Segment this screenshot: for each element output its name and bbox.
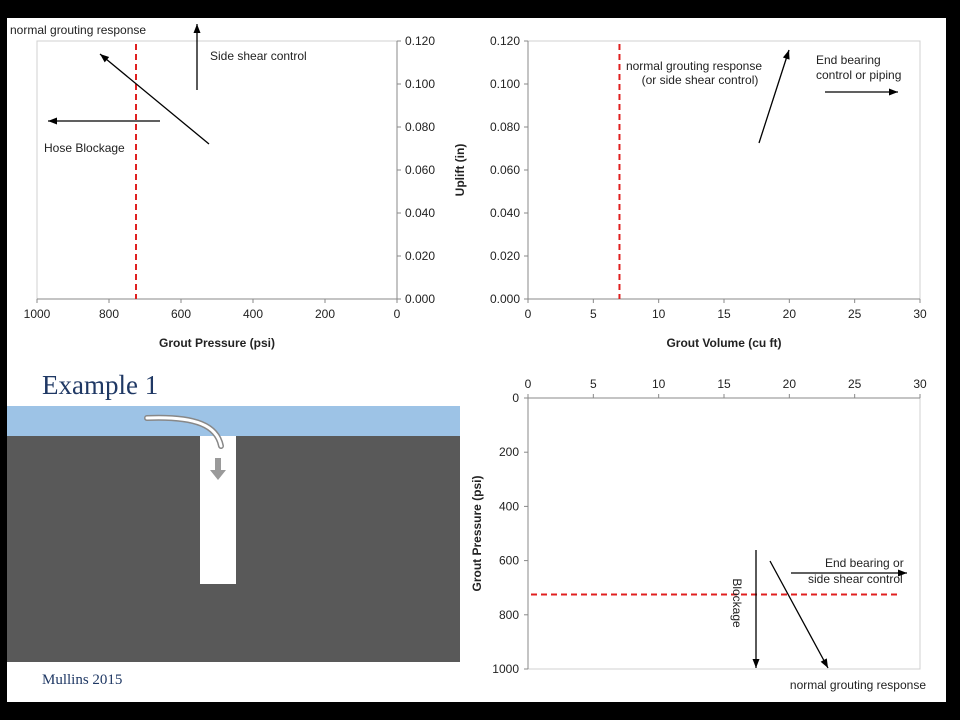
chart2-y-tick-label: 0.100	[490, 77, 520, 91]
chart1-annotation-normal: normal grouting response	[10, 23, 146, 37]
chart1-y-tick-label: 0.120	[405, 34, 435, 48]
chart2-arrow-up-head	[782, 50, 790, 60]
chart2-arrow-up	[758, 49, 790, 144]
chart2-y-tick-label: 0.060	[490, 163, 520, 177]
chart2-x-axis-title: Grout Volume (cu ft)	[666, 336, 781, 350]
chart1-y-tick-label: 0.040	[405, 206, 435, 220]
chart2-y-tick-label: 0.020	[490, 249, 520, 263]
chart3-x-tick-label: 30	[913, 377, 927, 391]
chart2-y-tick-label: 0.040	[490, 206, 520, 220]
chart3-y-tick-label: 600	[499, 554, 519, 568]
chart2-y-axis-title: Uplift (in)	[453, 144, 467, 197]
chart2-x-tick-label: 25	[848, 307, 862, 321]
flow-arrow-icon	[215, 458, 221, 470]
chart1-y-tick-label: 0.020	[405, 249, 435, 263]
chart3-y-tick-label: 200	[499, 445, 519, 459]
chart3-x-tick-label: 0	[525, 377, 532, 391]
chart1-x-tick-label: 600	[171, 307, 191, 321]
chart3-arrow-down-head	[752, 659, 760, 668]
chart1-x-tick-label: 400	[243, 307, 263, 321]
chart3-arrow-diagonal	[769, 560, 829, 669]
chart1-x-axis-title: Grout Pressure (psi)	[159, 336, 275, 350]
chart1-arrow-up-head	[193, 24, 201, 33]
chart1-arrow-left-head	[48, 117, 57, 125]
charts-canvas: 1000 800 600 400 200 00.0000.0200.0400.0600.0…	[10, 23, 927, 692]
chart2-annotation-normal-line2: (or side shear control)	[642, 73, 759, 87]
chart3-y-tick-label: 400	[499, 499, 519, 513]
chart1-y-tick-label: 0.100	[405, 77, 435, 91]
chart3-y-tick-label: 1000	[492, 662, 519, 676]
chart1-x-tick-label: 1000	[24, 307, 51, 321]
chart1-y-tick-label: 0.000	[405, 292, 435, 306]
chart2-y-tick-label: 0.000	[490, 292, 520, 306]
chart1-y-tick-label: 0.080	[405, 120, 435, 134]
chart3-plot-area	[527, 397, 921, 670]
chart1-x-tick-label: 0	[394, 307, 401, 321]
chart3-annotation-end-bearing-line1: End bearing or	[825, 556, 904, 570]
chart3-x-tick-label: 5	[590, 377, 597, 391]
chart3-x-tick-label: 15	[717, 377, 731, 391]
chart3-arrow-diagonal-head	[820, 658, 828, 668]
chart3-y-tick-label: 800	[499, 608, 519, 622]
chart3-arrow-right-head	[898, 569, 907, 577]
chart2-x-tick-label: 15	[717, 307, 731, 321]
chart3-y-tick-label: 0	[512, 391, 519, 405]
chart3-x-tick-label: 25	[848, 377, 862, 391]
chart2-annotation-end-bearing-line2: control or piping	[816, 68, 901, 82]
chart3-x-tick-label: 10	[652, 377, 666, 391]
shaft-diagram	[7, 406, 460, 662]
chart1-annotation-blockage: Hose Blockage	[44, 141, 125, 155]
chart1-y-tick-label: 0.060	[405, 163, 435, 177]
chart2-x-tick-label: 0	[525, 307, 532, 321]
chart2-x-tick-label: 5	[590, 307, 597, 321]
chart3-annotation-normal: normal grouting response	[790, 678, 926, 692]
chart1-annotation-side-shear: Side shear control	[210, 49, 307, 63]
chart2-x-tick-label: 20	[783, 307, 797, 321]
chart1-arrow-diagonal-head	[100, 54, 110, 63]
chart2-y-tick-label: 0.120	[490, 34, 520, 48]
chart3-x-tick-label: 20	[783, 377, 797, 391]
sky-band	[7, 406, 460, 436]
chart1-x-tick-label: 200	[315, 307, 335, 321]
credit-text: Mullins 2015	[42, 672, 123, 688]
chart3-annotation-end-bearing-line2: side shear control	[808, 572, 903, 586]
chart1-arrow-diagonal	[99, 53, 210, 145]
chart2-x-tick-label: 30	[913, 307, 927, 321]
chart1-x-tick-label: 800	[99, 307, 119, 321]
chart2-annotation-normal-line1: normal grouting response	[626, 59, 762, 73]
chart2-y-tick-label: 0.080	[490, 120, 520, 134]
chart2-arrow-right-head	[889, 88, 898, 96]
grout-hose	[144, 414, 226, 480]
slide-heading: Example 1	[42, 370, 159, 400]
chart3-annotation-blockage: Blockage	[730, 578, 744, 628]
chart2-x-tick-label: 10	[652, 307, 666, 321]
chart1-plot-area	[36, 40, 398, 300]
slide: 1000 800 600 400 200 0 0.000 0.020 0.040 0.060 0.0…	[7, 18, 946, 702]
chart3-y-axis-title: Grout Pressure (psi)	[470, 475, 484, 591]
chart2-annotation-end-bearing-line1: End bearing	[816, 53, 881, 67]
